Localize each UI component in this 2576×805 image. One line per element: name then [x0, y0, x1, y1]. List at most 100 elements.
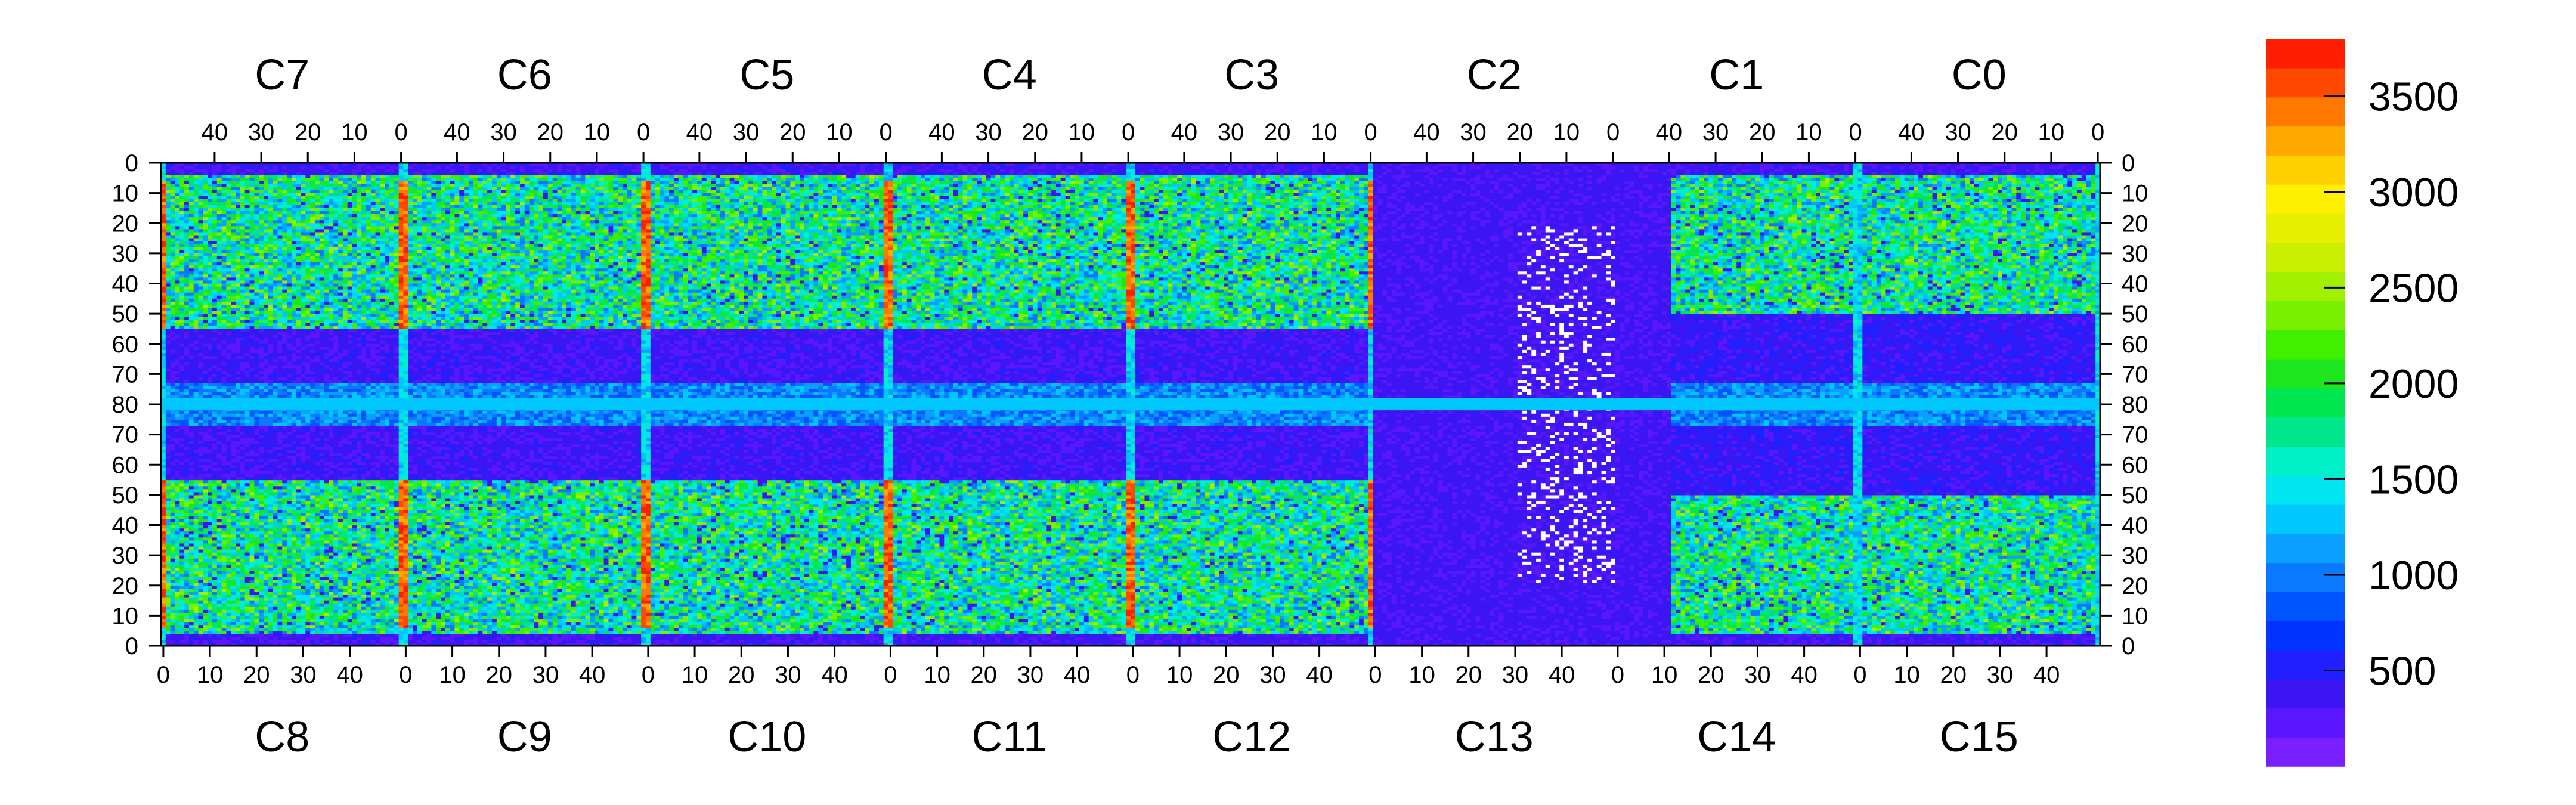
heatmap-cell [399, 208, 404, 218]
heatmap-cell [320, 302, 324, 305]
heatmap-cell [315, 187, 320, 191]
heatmap-cell [264, 344, 268, 351]
heatmap-cell [324, 242, 329, 245]
heatmap-cell [166, 609, 171, 613]
heatmap-cell [376, 193, 380, 197]
heatmap-cell [329, 287, 333, 290]
heatmap-cell [171, 284, 175, 287]
heatmap-cell [333, 383, 338, 390]
heatmap-cell [329, 299, 333, 302]
heatmap-cell [333, 244, 338, 248]
heatmap-cell [175, 271, 179, 275]
heatmap-cell [380, 250, 385, 254]
heatmap-cell [236, 335, 240, 339]
heatmap-cell [399, 374, 404, 377]
heatmap-cell [357, 205, 361, 212]
heatmap-cell [352, 242, 357, 245]
heatmap-cell [184, 205, 189, 209]
heatmap-cell [194, 308, 199, 311]
heatmap-cell [343, 392, 348, 396]
heatmap-cell [371, 371, 376, 374]
heatmap-cell [301, 226, 306, 230]
heatmap-cell [296, 374, 301, 377]
heatmap-cell [310, 389, 315, 393]
heatmap-cell [236, 214, 240, 218]
heatmap-cell [175, 320, 179, 323]
heatmap-cell [240, 214, 245, 218]
heatmap-cell [296, 317, 301, 320]
heatmap-cell [171, 196, 175, 200]
heatmap-cell [277, 265, 282, 269]
heatmap-cell [357, 242, 361, 245]
heatmap-cell [250, 317, 255, 320]
heatmap-cell [389, 236, 394, 239]
heatmap-cell [264, 353, 268, 357]
heatmap-cell [194, 223, 199, 227]
heatmap-cell [329, 268, 333, 272]
heatmap-cell [320, 256, 324, 260]
heatmap-cell [380, 305, 385, 308]
heatmap-cell [231, 193, 236, 197]
heatmap-cell [389, 287, 394, 290]
heatmap-cell [329, 166, 333, 172]
heatmap-cell [305, 244, 310, 248]
heatmap-cell [231, 265, 236, 269]
heatmap-cell [371, 386, 376, 390]
heatmap-cell [175, 268, 179, 272]
heatmap-cell [264, 359, 268, 366]
heatmap-cell [240, 250, 245, 254]
heatmap-cell [240, 178, 245, 181]
heatmap-cell [352, 271, 357, 275]
heatmap-cell [333, 253, 338, 257]
heatmap-cell [217, 256, 222, 260]
heatmap-cell [259, 395, 264, 399]
heatmap-cell [199, 181, 203, 187]
heatmap-cell [208, 320, 212, 323]
heatmap-cell [371, 271, 376, 275]
heatmap-cell [254, 395, 259, 399]
heatmap-cell [203, 347, 208, 357]
heatmap-cell [250, 250, 255, 254]
heatmap-cell [226, 277, 231, 281]
heatmap-cell [348, 332, 352, 336]
heatmap-cell [222, 193, 227, 197]
heatmap-cell [292, 323, 296, 326]
heatmap-cell [338, 302, 343, 305]
heatmap-cell [348, 341, 352, 345]
heatmap-cell [361, 299, 366, 302]
heatmap-cell [231, 229, 236, 233]
heatmap-cell [376, 347, 380, 351]
heatmap-cell [240, 308, 245, 311]
heatmap-cell [212, 271, 217, 275]
heatmap-cell [222, 274, 227, 278]
heatmap-cell [380, 380, 385, 384]
heatmap-cell [236, 217, 240, 221]
heatmap-cell [268, 211, 273, 215]
heatmap-cell [399, 290, 404, 293]
heatmap-cell [320, 175, 324, 178]
heatmap-cell [273, 308, 278, 311]
heatmap-cell [175, 287, 179, 293]
heatmap-cell [315, 302, 320, 305]
heatmap-cell [338, 335, 343, 339]
heatmap-cell [380, 386, 385, 390]
heatmap-cell [361, 317, 366, 320]
heatmap-cell [231, 178, 236, 181]
heatmap-cell [277, 256, 282, 260]
heatmap-cell [236, 262, 240, 266]
heatmap-cell [268, 223, 273, 227]
heatmap-cell [208, 296, 212, 302]
heatmap-cell [348, 277, 352, 281]
heatmap-cell [254, 190, 259, 194]
heatmap-cell [236, 317, 240, 320]
heatmap-cell [366, 232, 371, 236]
heatmap-cell [166, 256, 171, 263]
heatmap-cell [301, 242, 306, 245]
heatmap-cell [179, 166, 184, 169]
heatmap-cell [194, 199, 199, 203]
heatmap-cell [231, 220, 236, 224]
heatmap-cell [264, 199, 268, 203]
heatmap-cell [329, 187, 333, 191]
heatmap-cell [226, 193, 231, 197]
heatmap-cell [320, 184, 324, 187]
